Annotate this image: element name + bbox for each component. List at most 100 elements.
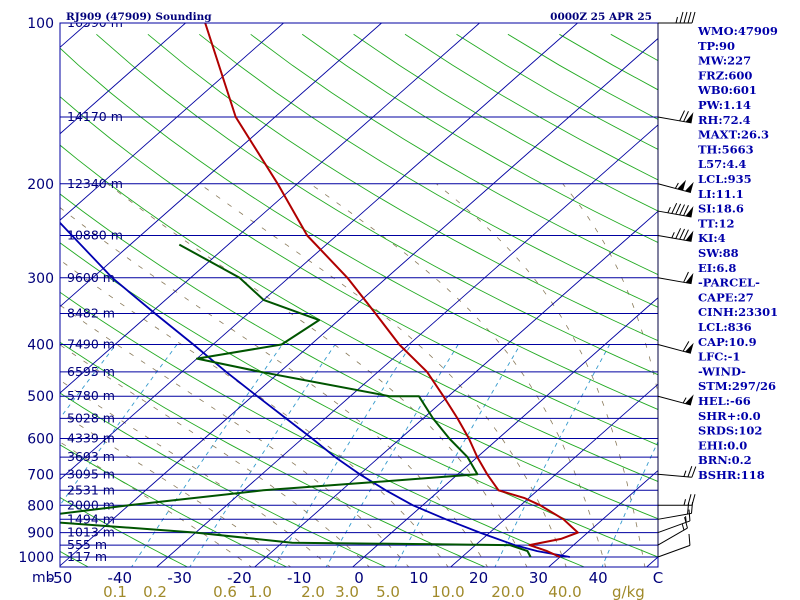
- height-label: 5028 m: [67, 410, 115, 425]
- height-label: 12340 m: [67, 176, 123, 191]
- stat-line: MAXT:26.3: [698, 128, 769, 142]
- height-label: 1013 m: [67, 525, 115, 540]
- stat-line: PW:1.14: [698, 98, 751, 112]
- height-label: 10880 m: [67, 227, 123, 242]
- wind-barb-half-flag: [681, 524, 685, 531]
- wind-barb-flag: [687, 11, 692, 24]
- wind-barb-flag: [683, 205, 689, 216]
- height-labels: 16590 m 14170 m 12340 m 10880 m 9600 m 8482 m…: [67, 23, 123, 564]
- moist-adiabat-line: [60, 441, 253, 567]
- dry-adiabat-line: [60, 96, 658, 446]
- mixing-ratio-tick-label: 0.2: [143, 583, 167, 600]
- pressure-tick-label: 1000: [18, 550, 54, 566]
- height-label: 117 m: [67, 549, 107, 564]
- temperature-tick-label: -50: [48, 569, 73, 587]
- mixing-ratio-tick-label: 5.0: [376, 583, 400, 600]
- stat-line: TT:12: [698, 216, 735, 230]
- stat-line: SI:18.6: [698, 202, 744, 216]
- moist-adiabat-line: [107, 183, 528, 567]
- wind-barb-staff: [657, 473, 692, 478]
- moist-adiabat-line: [60, 259, 449, 567]
- isotherm-line: [60, 23, 579, 481]
- stat-line: CAPE:27: [698, 290, 754, 304]
- wind-barb-staff: [657, 512, 692, 520]
- wind-barb-flag: [679, 110, 685, 122]
- wind-barb-half-flag: [683, 499, 686, 506]
- dry-adiabat-line: [199, 33, 658, 308]
- sounding-time: 0000Z 25 APR 25: [550, 11, 652, 23]
- stat-line: CAP:10.9: [698, 335, 757, 349]
- stat-line: EHI:0.0: [698, 438, 747, 452]
- wind-barb: [657, 110, 694, 124]
- isotherm-line: [60, 23, 481, 394]
- wind-barb-flag: [683, 11, 688, 24]
- wind-barb-flag: [675, 203, 682, 215]
- parcel-trace-line: [60, 221, 570, 558]
- wind-barb-staff: [657, 277, 692, 285]
- isotherm-line: [253, 210, 658, 567]
- height-label: 1494 m: [67, 511, 115, 526]
- temperature-line: [204, 23, 579, 558]
- pressure-tick-label: 400: [27, 338, 54, 354]
- wind-barb-pennant: [685, 112, 694, 123]
- dry-adiabat-line: [60, 47, 658, 411]
- mixing-ratio-axis: 0.1 0.2 0.6 1.0 2.0 3.0 5.0 10.0 20.0 40.0 g/kg: [103, 583, 645, 600]
- mixing-ratio-tick-label: 20.0: [491, 583, 524, 600]
- height-label: 7490 m: [67, 337, 115, 352]
- wind-barb-staff: [657, 210, 692, 218]
- wind-barb: [657, 228, 694, 242]
- dry-adiabat-line: [250, 33, 658, 276]
- stat-line: LCL:836: [698, 320, 752, 334]
- mixing-ratio-line: [60, 344, 178, 506]
- pressure-unit-label: mb: [32, 570, 55, 586]
- moist-adiabat-line: [60, 304, 410, 567]
- height-label: 5780 m: [67, 388, 115, 403]
- wind-barb-flag: [688, 509, 691, 521]
- isobars: [60, 23, 658, 558]
- wind-barb-half-flag: [667, 206, 671, 214]
- stat-line: STM:297/26: [698, 379, 776, 393]
- stat-line: L57:4.4: [698, 157, 746, 171]
- wind-barb-flag: [679, 11, 684, 24]
- wind-barbs: [657, 11, 697, 558]
- height-label: 6595 m: [67, 364, 115, 379]
- stat-line: TH:5663: [698, 142, 754, 156]
- temperature-tick-label: 30: [529, 569, 548, 587]
- isotherm-line: [60, 23, 187, 135]
- wind-barb-pennant: [685, 206, 694, 217]
- mixing-ratio-tick-label: 10.0: [431, 583, 464, 600]
- mixing-ratio-line: [60, 344, 117, 419]
- temperature-tick-label: C: [653, 569, 663, 587]
- height-label: 9600 m: [67, 270, 115, 285]
- dry-adiabat-line: [60, 444, 288, 567]
- isotherm-line: [547, 469, 658, 567]
- wind-barb: [657, 179, 694, 194]
- stat-line: MW:227: [698, 54, 751, 68]
- moist-adiabat-line: [60, 344, 370, 567]
- wind-barb-flag: [679, 204, 685, 216]
- stat-line: BRN:0.2: [698, 453, 752, 467]
- dry-adiabat-line: [96, 33, 658, 376]
- mixing-ratio-line: [601, 440, 658, 567]
- wind-barb-pennant: [685, 272, 694, 284]
- stat-line: HEL:-66: [698, 394, 751, 408]
- dry-adiabat-line: [60, 497, 189, 567]
- stat-line: LI:11.1: [698, 187, 744, 201]
- stat-line: SRDS:102: [698, 424, 762, 438]
- wind-barb-flag: [687, 494, 692, 506]
- mixing-ratio-tick-label: 1.0: [248, 583, 272, 600]
- stat-line: LCL:935: [698, 172, 752, 186]
- isotherm-line: [60, 23, 383, 308]
- pressure-tick-label: 800: [27, 498, 54, 514]
- wind-barb-staff: [657, 544, 691, 558]
- isotherm-line: [60, 23, 285, 221]
- height-label: 3693 m: [67, 449, 115, 464]
- wind-barb-half-flag: [671, 232, 675, 239]
- wind-barb: [658, 494, 696, 506]
- stat-line: RH:72.4: [698, 113, 751, 127]
- mixing-ratio-tick-label: 0.1: [103, 583, 127, 600]
- dry-adiabat-line: [60, 193, 658, 520]
- pressure-tick-label: 900: [27, 526, 54, 542]
- dewpoint-line: [60, 243, 532, 558]
